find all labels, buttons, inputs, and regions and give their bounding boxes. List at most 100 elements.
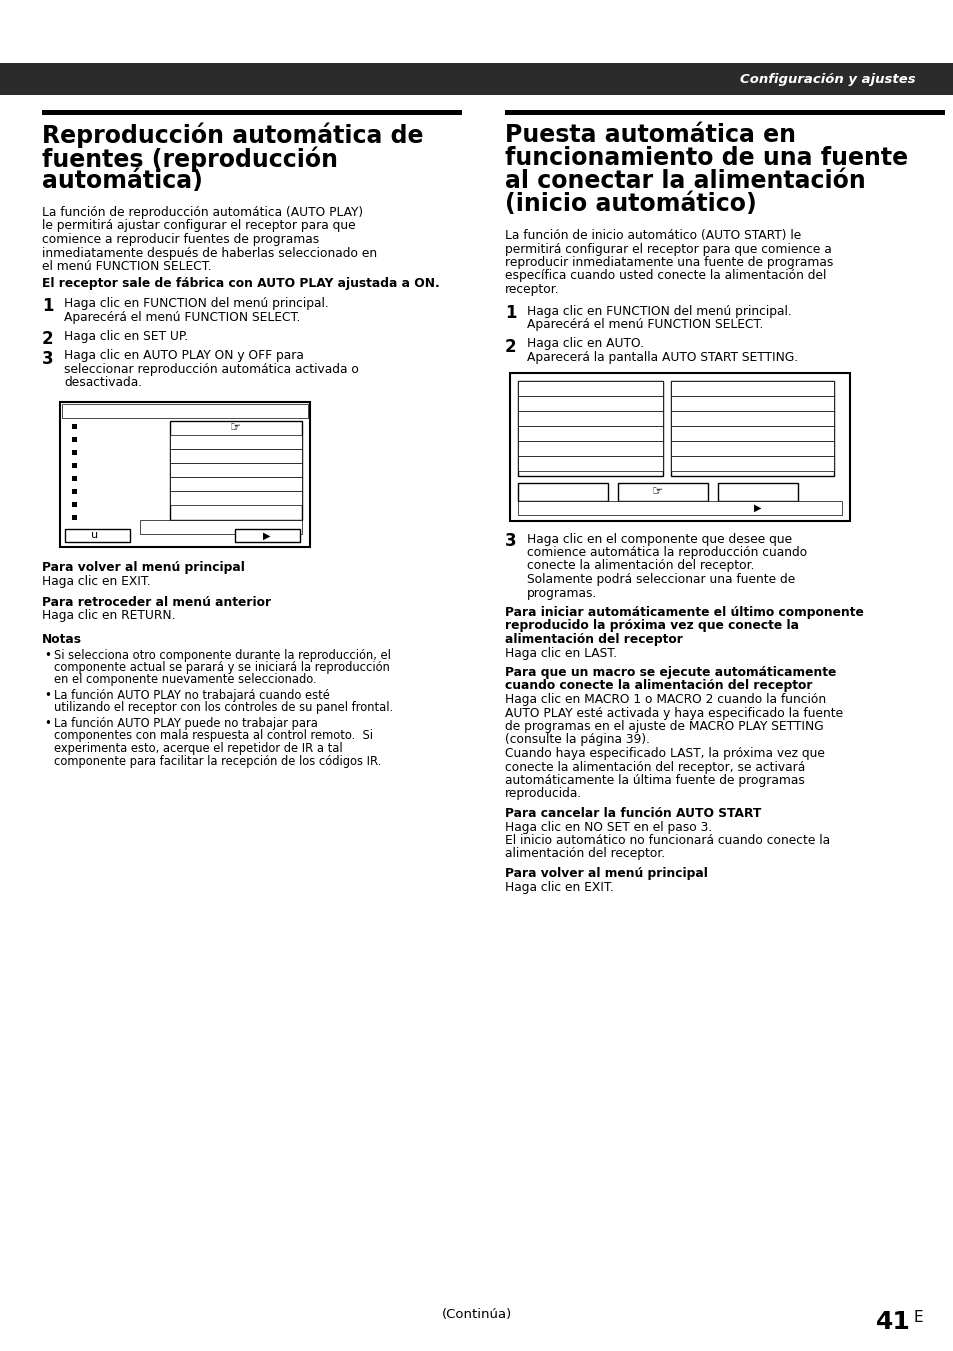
- Bar: [670, 396, 833, 411]
- Bar: [517, 411, 662, 426]
- Text: Cuando haya especificado LAST, la próxima vez que: Cuando haya especificado LAST, la próxim…: [504, 747, 824, 761]
- Text: Solamente podrá seleccionar una fuente de: Solamente podrá seleccionar una fuente d…: [526, 573, 795, 586]
- Text: ▶: ▶: [754, 503, 760, 512]
- Text: Haga clic en SET UP.: Haga clic en SET UP.: [64, 330, 188, 343]
- Bar: [517, 426, 662, 440]
- Bar: [517, 455, 662, 470]
- Bar: [71, 463, 77, 467]
- Bar: [170, 422, 302, 520]
- Bar: [670, 411, 833, 426]
- Bar: [170, 435, 302, 449]
- Bar: [517, 396, 662, 411]
- Text: alimentación del receptor.: alimentación del receptor.: [504, 847, 664, 861]
- Bar: [170, 449, 302, 463]
- Text: Haga clic en LAST.: Haga clic en LAST.: [504, 647, 617, 659]
- Text: Para volver al menú principal: Para volver al menú principal: [504, 867, 707, 880]
- Text: de programas en el ajuste de MACRO PLAY SETTING: de programas en el ajuste de MACRO PLAY …: [504, 720, 822, 734]
- Text: La función AUTO PLAY no trabajará cuando esté: La función AUTO PLAY no trabajará cuando…: [54, 689, 330, 703]
- Bar: [71, 503, 77, 507]
- Bar: [718, 482, 797, 500]
- Text: 3: 3: [42, 350, 53, 367]
- Bar: [60, 403, 310, 547]
- Bar: [517, 500, 841, 515]
- Text: conecte la alimentación del receptor.: conecte la alimentación del receptor.: [526, 559, 754, 573]
- Text: Reproducción automática de: Reproducción automática de: [42, 123, 423, 149]
- Text: utilizando el receptor con los controles de su panel frontal.: utilizando el receptor con los controles…: [54, 701, 393, 715]
- Bar: [510, 373, 849, 520]
- Text: Haga clic en FUNCTION del menú principal.: Haga clic en FUNCTION del menú principal…: [526, 304, 791, 317]
- Text: permitirá configurar el receptor para que comience a: permitirá configurar el receptor para qu…: [504, 242, 831, 255]
- Text: experimenta esto, acerque el repetidor de IR a tal: experimenta esto, acerque el repetidor d…: [54, 742, 342, 755]
- Text: Haga clic en RETURN.: Haga clic en RETURN.: [42, 609, 175, 623]
- Text: Notas: Notas: [42, 634, 82, 646]
- Text: Para retroceder al menú anterior: Para retroceder al menú anterior: [42, 596, 271, 609]
- Text: Para cancelar la función AUTO START: Para cancelar la función AUTO START: [504, 807, 760, 820]
- Text: 1: 1: [504, 304, 516, 323]
- Text: Aparecérá el menú FUNCTION SELECT.: Aparecérá el menú FUNCTION SELECT.: [526, 317, 762, 331]
- Text: 2: 2: [42, 330, 53, 349]
- Bar: [140, 520, 302, 534]
- Text: seleccionar reproducción automática activada o: seleccionar reproducción automática acti…: [64, 363, 358, 376]
- Text: Haga clic en NO SET en el paso 3.: Haga clic en NO SET en el paso 3.: [504, 820, 712, 834]
- Text: Para volver al menú principal: Para volver al menú principal: [42, 561, 245, 574]
- Text: alimentación del receptor: alimentación del receptor: [504, 634, 682, 646]
- Bar: [71, 450, 77, 455]
- Text: conecte la alimentación del receptor, se activará: conecte la alimentación del receptor, se…: [504, 761, 804, 774]
- Text: Puesta automática en: Puesta automática en: [504, 123, 795, 147]
- Text: La función de inicio automático (AUTO START) le: La función de inicio automático (AUTO ST…: [504, 230, 801, 242]
- Text: La función AUTO PLAY puede no trabajar para: La función AUTO PLAY puede no trabajar p…: [54, 717, 317, 730]
- Text: La función de reproducción automática (AUTO PLAY): La función de reproducción automática (A…: [42, 205, 363, 219]
- Text: al conectar la alimentación: al conectar la alimentación: [504, 169, 864, 193]
- Text: cuando conecte la alimentación del receptor: cuando conecte la alimentación del recep…: [504, 680, 812, 693]
- Bar: [71, 489, 77, 494]
- Text: 41: 41: [875, 1310, 910, 1333]
- Bar: [670, 440, 833, 455]
- Text: en el componente nuevamente seleccionado.: en el componente nuevamente seleccionado…: [54, 674, 316, 686]
- Text: componente actual se parará y se iniciará la reproducción: componente actual se parará y se iniciar…: [54, 661, 390, 674]
- Text: comience automática la reproducción cuando: comience automática la reproducción cuan…: [526, 546, 806, 559]
- Bar: [71, 515, 77, 520]
- Text: Para que un macro se ejecute automáticamente: Para que un macro se ejecute automáticam…: [504, 666, 836, 680]
- Text: inmediatamente después de haberlas seleccionado en: inmediatamente después de haberlas selec…: [42, 246, 376, 259]
- Text: Si selecciona otro componente durante la reproducción, el: Si selecciona otro componente durante la…: [54, 648, 391, 662]
- Text: •: •: [44, 717, 51, 730]
- Text: 2: 2: [504, 338, 517, 355]
- Text: reproducido la próxima vez que conecte la: reproducido la próxima vez que conecte l…: [504, 620, 799, 632]
- Text: automáticamente la última fuente de programas: automáticamente la última fuente de prog…: [504, 774, 804, 788]
- Text: 1: 1: [42, 297, 53, 315]
- Text: reproducida.: reproducida.: [504, 788, 581, 801]
- Bar: [670, 381, 833, 476]
- Text: Haga clic en el componente que desee que: Haga clic en el componente que desee que: [526, 532, 791, 546]
- Text: específica cuando usted conecte la alimentación del: específica cuando usted conecte la alime…: [504, 269, 825, 282]
- Text: desactivada.: desactivada.: [64, 377, 142, 389]
- Bar: [618, 482, 707, 500]
- Text: Haga clic en EXIT.: Haga clic en EXIT.: [504, 881, 613, 893]
- Text: le permitirá ajustar configurar el receptor para que: le permitirá ajustar configurar el recep…: [42, 219, 355, 232]
- Bar: [670, 426, 833, 440]
- Text: (Continúa): (Continúa): [441, 1308, 512, 1321]
- Text: receptor.: receptor.: [504, 282, 559, 296]
- Text: funcionamiento de una fuente: funcionamiento de una fuente: [504, 146, 907, 170]
- Text: Haga clic en AUTO.: Haga clic en AUTO.: [526, 338, 643, 350]
- Text: (inicio automático): (inicio automático): [504, 192, 756, 216]
- Bar: [517, 381, 662, 396]
- Text: El receptor sale de fábrica con AUTO PLAY ajustada a ON.: El receptor sale de fábrica con AUTO PLA…: [42, 277, 439, 290]
- Text: programas.: programas.: [526, 586, 597, 600]
- Bar: [504, 109, 944, 115]
- Text: •: •: [44, 689, 51, 703]
- Text: automática): automática): [42, 169, 203, 193]
- Bar: [170, 463, 302, 477]
- Bar: [71, 436, 77, 442]
- Bar: [71, 476, 77, 481]
- Text: ▶: ▶: [263, 531, 271, 540]
- Text: El inicio automático no funcionará cuando conecte la: El inicio automático no funcionará cuand…: [504, 834, 829, 847]
- Bar: [170, 477, 302, 490]
- Bar: [71, 424, 77, 430]
- Bar: [62, 404, 308, 417]
- Bar: [517, 381, 662, 476]
- Text: Haga clic en AUTO PLAY ON y OFF para: Haga clic en AUTO PLAY ON y OFF para: [64, 350, 304, 362]
- Bar: [42, 109, 461, 115]
- Text: •: •: [44, 648, 51, 662]
- Text: 3: 3: [504, 532, 517, 550]
- Bar: [0, 63, 953, 95]
